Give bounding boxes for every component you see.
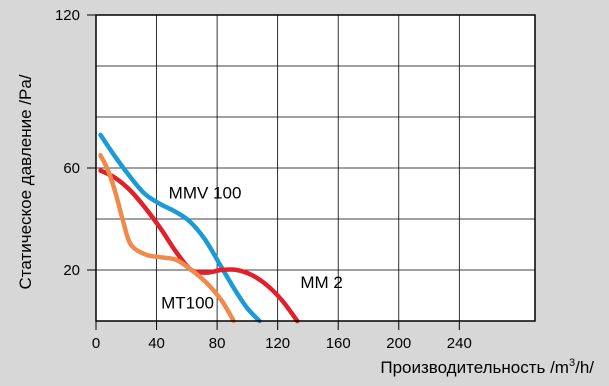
series-line-mm-2	[98, 168, 300, 324]
grid	[96, 15, 535, 321]
series-labels: MMV 100 MM 2 MT100	[161, 184, 343, 313]
x-tick-label-80: 80	[209, 335, 226, 352]
tick-layer: 0 40 80 120 160 200 240 20 60 120	[55, 7, 472, 352]
y-tick-label-60: 60	[63, 160, 80, 177]
y-axis-label: Статическое давление /Pa/	[16, 74, 35, 289]
x-tick-label-200: 200	[386, 335, 411, 352]
x-tick-label-240: 240	[447, 335, 472, 352]
x-axis-label: Производительность /m3/h/	[380, 357, 594, 377]
series-line-mmv-100	[98, 132, 262, 324]
series-line-mt100	[98, 153, 237, 324]
x-axis-label-main: Производительность /m	[380, 358, 569, 377]
series-label-mt100: MT100	[161, 293, 214, 312]
y-tick-label-120: 120	[55, 7, 80, 24]
x-tick-label-40: 40	[148, 335, 165, 352]
series-layer	[98, 132, 300, 324]
x-tick-label-0: 0	[92, 335, 100, 352]
x-axis-label-sup: 3	[569, 357, 575, 369]
y-tick-label-20: 20	[63, 262, 80, 279]
x-axis-label-tail: /h/	[575, 358, 594, 377]
series-label-mmv-100: MMV 100	[169, 184, 242, 203]
series-label-mm-2: MM 2	[300, 273, 343, 292]
x-tick-label-120: 120	[265, 335, 290, 352]
x-tick-label-160: 160	[326, 335, 351, 352]
